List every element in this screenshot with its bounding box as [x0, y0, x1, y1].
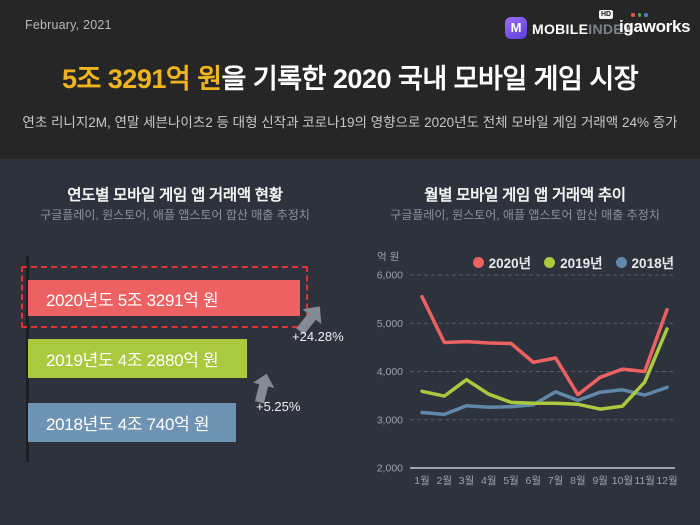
legend-dot-2018-icon: [615, 256, 627, 268]
bar-2018: 2018년도 4조 740억 원: [28, 403, 236, 442]
y-axis-unit: 억 원: [377, 251, 399, 263]
mobileindex-logo-icon: M: [505, 17, 527, 39]
x-tick-label: 5월: [503, 475, 518, 487]
mobileindex-word-bold: MOBILE: [532, 21, 589, 37]
hd-badge: HD: [599, 10, 614, 19]
y-tick-label: 2,000: [377, 463, 403, 475]
yearly-panel-subtitle: 구글플레이, 원스토어, 애플 앱스토어 합산 매출 추정치: [40, 208, 310, 222]
x-tick-label: 6월: [526, 475, 542, 487]
series-line-2019년: [420, 327, 669, 411]
page-title-rest: 을 기록한 2020 국내 모바일 게임 시장: [221, 64, 639, 94]
growth-arrow-icon: [296, 306, 322, 335]
growth-2020-label: +24.28%: [292, 329, 344, 344]
mobileindex-word-light: INDEX: [588, 21, 633, 37]
bar-2019: 2019년도 4조 2880억 원: [28, 339, 247, 378]
legend-item-2020: 2020년: [472, 252, 532, 272]
legend-label-2019: 2019년: [560, 256, 603, 271]
legend-label-2020: 2020년: [488, 256, 532, 271]
monthly-trend-chart: 2,000 3,000 4,000 5,000 6,000 1월 2월 3월 4월 5월 6월 7월 8…: [377, 251, 678, 487]
y-tick-label: 6,000: [377, 270, 403, 282]
legend-item-2018: 2018년: [615, 252, 674, 272]
growth-2019-label: +5.25%: [256, 399, 301, 414]
page-title: 5조 3291억 원을 기록한 2020 국내 모바일 게임 시장: [0, 57, 700, 96]
x-tick-label: 1월: [414, 475, 430, 487]
legend-item-2019: 2019년: [544, 252, 603, 272]
bar-2019-label: 2019년도 4조 2880억 원: [46, 351, 219, 370]
chart-legend: 2020년 2019년 2018년: [472, 252, 674, 272]
bar-2018-label: 2018년도 4조 740억 원: [46, 415, 210, 434]
x-tick-label: 11월: [634, 475, 655, 487]
x-tick-label: 9월: [592, 475, 608, 487]
x-tick-label: 7월: [548, 475, 564, 487]
igaworks-dots-icon: [631, 13, 648, 17]
y-tick-label: 4,000: [377, 366, 403, 378]
monthly-panel-title: 월별 모바일 게임 앱 거래액 추이: [424, 187, 626, 204]
igaworks-wordmark: igaworks: [619, 17, 691, 36]
y-tick-label: 3,000: [377, 414, 403, 426]
report-date: February, 2021: [25, 18, 112, 32]
y-tick-label: 5,000: [377, 318, 403, 330]
series-line-2020년: [420, 294, 669, 397]
bar-2020-label: 2020년도 5조 3291억 원: [46, 290, 219, 310]
highlight-dashed-box: [21, 266, 308, 328]
x-tick-label: 8월: [570, 475, 586, 487]
page-title-highlight: 5조 3291억 원: [61, 64, 222, 94]
x-tick-label: 10월: [612, 475, 633, 487]
x-tick-label: 4월: [481, 475, 497, 487]
bar-axis-line: [26, 256, 29, 462]
growth-arrow-icon: [252, 373, 275, 404]
bar-2020: 2020년도 5조 3291억 원: [28, 280, 300, 316]
x-tick-label: 12월: [656, 475, 677, 487]
x-tick-label: 3월: [459, 475, 475, 487]
yearly-panel-title: 연도별 모바일 게임 앱 거래액 현황: [67, 187, 283, 204]
x-tick-label: 2월: [437, 475, 453, 487]
mobileindex-wordmark: MOBILEINDEX: [532, 21, 633, 37]
legend-dot-2019-icon: [544, 256, 556, 268]
page-subtitle: 연초 리니지2M, 연말 세븐나이츠2 등 대형 신작과 코로나19의 영향으로…: [22, 115, 678, 130]
series-line-2018년: [420, 385, 669, 417]
legend-label-2018: 2018년: [631, 256, 674, 271]
monthly-panel-subtitle: 구글플레이, 원스토어, 애플 앱스토어 합산 매출 추정치: [390, 208, 660, 222]
legend-dot-2020-icon: [472, 256, 484, 268]
